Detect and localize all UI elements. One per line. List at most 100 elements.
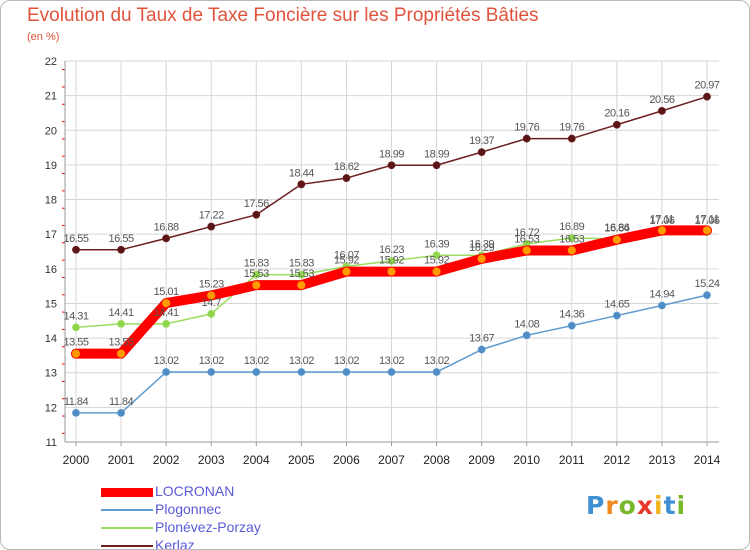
- data-point-kerlaz: [252, 210, 261, 219]
- data-point-locronan: [71, 348, 81, 359]
- data-point-plogonnec: [567, 321, 576, 330]
- data-point-locronan: [521, 245, 532, 256]
- data-label-kerlaz: 16.55: [63, 233, 88, 245]
- unit-label: (en %): [27, 31, 60, 43]
- data-label-plogonnec: 14.94: [649, 289, 674, 301]
- y-tick-label: 13: [45, 368, 57, 380]
- data-label-kerlaz: 17.22: [199, 210, 224, 222]
- data-label-locronan: 15.92: [379, 255, 404, 267]
- x-tick-label: 2011: [559, 453, 585, 467]
- data-point-kerlaz: [703, 92, 711, 101]
- brand-letter: t: [663, 491, 677, 520]
- data-label-plonevez-porzay: 17.06: [694, 215, 719, 227]
- legend-swatch-plogonnec: [101, 509, 153, 511]
- brand-letter: P: [586, 491, 606, 520]
- data-label-plonevez-porzay: 14.31: [63, 310, 88, 322]
- data-label-plonevez-porzay: 17.06: [649, 215, 674, 227]
- data-point-kerlaz: [72, 245, 80, 254]
- data-label-plogonnec: 15.24: [694, 278, 719, 290]
- data-point-kerlaz: [387, 161, 396, 170]
- data-label-plogonnec: 13.02: [289, 355, 314, 367]
- brand-letter: i: [676, 491, 687, 520]
- data-label-plonevez-porzay: 16.72: [514, 227, 539, 239]
- data-label-locronan: 16.53: [514, 233, 539, 245]
- data-point-locronan: [657, 225, 667, 236]
- data-label-plonevez-porzay: 16.86: [604, 222, 629, 234]
- data-label-kerlaz: 16.55: [109, 233, 134, 245]
- y-tick-label: 18: [45, 195, 57, 207]
- y-tick-label: 22: [45, 56, 57, 68]
- x-tick-label: 2007: [378, 453, 405, 467]
- data-label-plonevez-porzay: 16.89: [559, 221, 584, 233]
- data-point-locronan: [702, 225, 712, 236]
- legend-label-kerlaz: Kerlaz: [155, 537, 195, 550]
- y-tick-label: 17: [45, 229, 57, 241]
- data-label-locronan: 17.11: [650, 213, 675, 225]
- data-label-locronan: 13.55: [63, 337, 88, 349]
- legend-label-plogonnec: Plogonnec: [155, 501, 222, 517]
- x-tick-label: 2003: [198, 453, 225, 467]
- data-point-plonevez-porzay: [162, 319, 171, 328]
- data-label-locronan: 15.23: [199, 278, 224, 290]
- data-label-kerlaz: 20.56: [649, 94, 674, 106]
- data-label-kerlaz: 18.99: [379, 148, 404, 160]
- data-label-kerlaz: 20.97: [694, 80, 719, 92]
- data-point-kerlaz: [477, 148, 486, 156]
- data-point-plogonnec: [612, 311, 621, 320]
- data-point-plogonnec: [387, 368, 396, 376]
- data-label-locronan: 16.29: [469, 242, 494, 254]
- data-label-plonevez-porzay: 15.83: [289, 258, 314, 270]
- x-tick-label: 2006: [333, 453, 360, 467]
- brand-letter: x: [636, 491, 654, 520]
- data-label-locronan: 16.84: [604, 223, 629, 235]
- legend-swatch-plonevez-porzay: [101, 527, 153, 529]
- data-point-plogonnec: [162, 368, 171, 376]
- data-point-plogonnec: [297, 368, 306, 376]
- data-point-kerlaz: [207, 222, 216, 231]
- data-label-plonevez-porzay: 14.41: [154, 307, 179, 319]
- data-label-plogonnec: 13.02: [154, 355, 179, 367]
- x-tick-label: 2001: [108, 453, 135, 467]
- data-label-kerlaz: 19.76: [559, 122, 584, 134]
- x-tick-label: 2004: [243, 453, 270, 467]
- data-point-locronan: [611, 234, 622, 245]
- chart-title: Evolution du Taux de Taxe Foncière sur l…: [27, 5, 539, 26]
- y-tick-label: 19: [45, 160, 57, 172]
- data-point-locronan: [206, 290, 217, 301]
- data-point-plonevez-porzay: [72, 323, 80, 332]
- data-label-plonevez-porzay: 16.39: [469, 238, 494, 250]
- data-label-locronan: 13.55: [109, 337, 134, 349]
- data-label-plogonnec: 14.36: [559, 309, 584, 321]
- data-point-kerlaz: [162, 234, 171, 243]
- data-point-plogonnec: [432, 368, 441, 376]
- x-tick-label: 2008: [423, 453, 450, 467]
- data-point-plogonnec: [252, 368, 261, 376]
- data-label-kerlaz: 18.44: [289, 167, 314, 179]
- x-tick-label: 2014: [694, 453, 721, 467]
- data-point-plogonnec: [207, 368, 216, 376]
- x-tick-label: 2002: [153, 453, 180, 467]
- data-label-plonevez-porzay: 14.41: [109, 307, 134, 319]
- data-point-kerlaz: [612, 120, 621, 129]
- data-point-locronan: [296, 280, 307, 290]
- y-tick-label: 11: [46, 437, 57, 449]
- data-label-kerlaz: 20.16: [604, 108, 629, 120]
- brand-letter: r: [605, 491, 619, 520]
- data-label-locronan: 15.92: [334, 255, 359, 267]
- data-label-locronan: 16.53: [559, 233, 584, 245]
- data-label-kerlaz: 19.37: [469, 135, 494, 147]
- data-point-plogonnec: [72, 409, 80, 417]
- data-point-kerlaz: [117, 245, 125, 254]
- data-label-locronan: 15.53: [289, 268, 314, 280]
- data-label-plogonnec: 11.84: [64, 396, 89, 408]
- y-tick-label: 20: [45, 125, 57, 137]
- y-tick-label: 16: [45, 264, 57, 276]
- data-point-locronan: [161, 298, 172, 309]
- x-tick-label: 2012: [604, 453, 631, 467]
- data-label-kerlaz: 17.56: [244, 198, 269, 210]
- data-point-plogonnec: [117, 409, 125, 417]
- legend-label-locronan: LOCRONAN: [155, 483, 235, 499]
- data-label-kerlaz: 18.62: [334, 161, 359, 173]
- data-point-kerlaz: [342, 174, 351, 182]
